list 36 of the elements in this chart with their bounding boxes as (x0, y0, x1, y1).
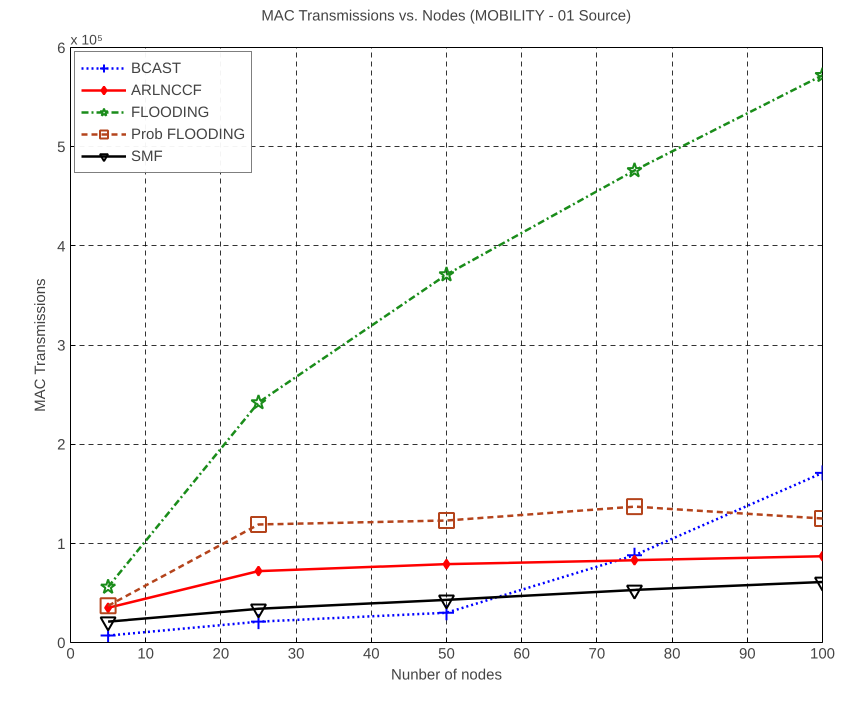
point (438, 266, 455, 282)
x-tick-label: 20 (212, 646, 230, 662)
point (100, 578, 116, 594)
legend-label: Prob FLOODING (131, 126, 246, 142)
point (250, 394, 267, 410)
x-tick-label: 80 (664, 646, 680, 662)
x-tick-label: 50 (438, 646, 455, 662)
point (250, 516, 267, 533)
legend-label: BCAST (131, 60, 182, 76)
legend-label: SMF (131, 148, 163, 164)
x-tick-label: 100 (810, 646, 836, 662)
y-tick-label: 4 (57, 238, 66, 256)
x-tick-label: 60 (513, 646, 530, 662)
x-tick-label: 10 (137, 646, 154, 662)
annotation: x 10⁵ (70, 32, 103, 48)
legend-label: FLOODING (131, 104, 210, 120)
y-tick-label: 2 (57, 436, 66, 454)
y-axis-title: MAC Transmissions (32, 278, 50, 412)
x-tick-label: 90 (738, 646, 756, 662)
x-tick-label: 30 (288, 646, 304, 662)
point (250, 613, 267, 630)
chart-title: MAC Transmissions vs. Nodes (MOBILITY - 01 Source) (261, 8, 632, 24)
y-tick-label: 3 (57, 338, 66, 354)
x-tick-label: 70 (588, 646, 606, 662)
legend-label: ARLNCCF (131, 82, 202, 98)
x-axis-title: Nunber of nodes (391, 666, 502, 684)
x-tick-label: 40 (362, 646, 380, 662)
point (438, 512, 455, 530)
point (626, 162, 643, 178)
y-tick-label: 1 (57, 536, 66, 553)
point (100, 597, 117, 614)
y-tick-label: 6 (57, 40, 66, 57)
point (438, 604, 455, 622)
y-tick-label: 0 (57, 635, 66, 652)
y-tick-label: 5 (57, 139, 66, 156)
point (626, 498, 643, 516)
